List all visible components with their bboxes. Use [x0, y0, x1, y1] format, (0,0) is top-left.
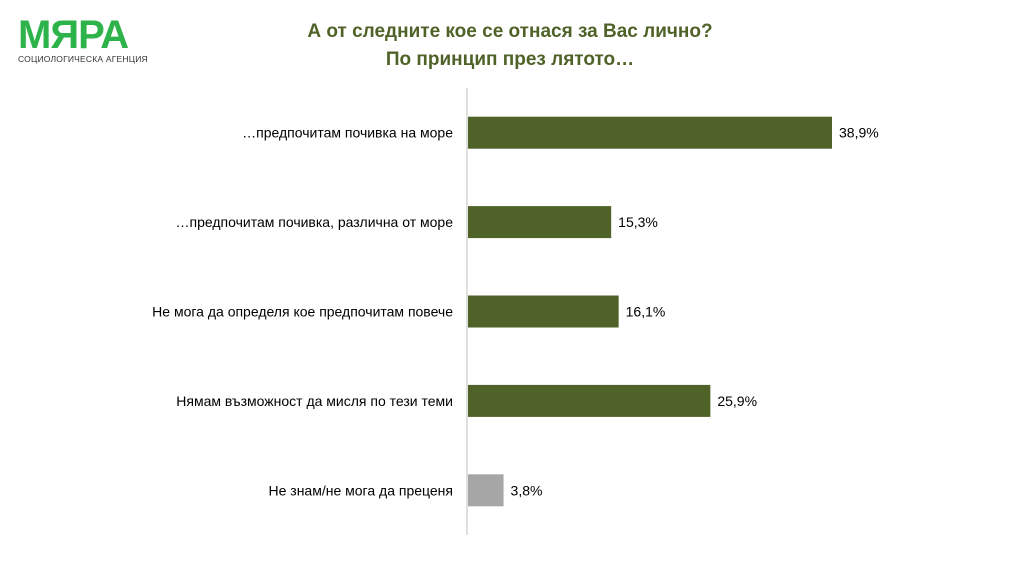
- chart-title-block: А от следните кое се отнася за Вас лично…: [200, 18, 820, 74]
- value-label-2: 15,3%: [618, 214, 658, 230]
- value-label-5: 3,8%: [511, 482, 543, 498]
- bar-1: [468, 116, 832, 149]
- category-label-3: Не мога да определя кое предпочитам пове…: [152, 304, 453, 320]
- category-label-1: …предпочитам почивка на море: [242, 125, 453, 141]
- value-label-4: 25,9%: [717, 393, 757, 409]
- logo-tagline: СОЦИОЛОГИЧЕСКА АГЕНЦИЯ: [18, 54, 148, 64]
- chart-subtitle: По принцип през лятото…: [385, 49, 635, 70]
- logo-wordmark: МЯРА: [18, 13, 129, 57]
- category-label-2: …предпочитам почивка, различна от море: [176, 214, 454, 230]
- category-label-4: Нямам възможност да мисля по тези теми: [176, 393, 453, 409]
- bar-5: [468, 474, 504, 507]
- value-label-1: 38,9%: [839, 125, 879, 141]
- bar-4: [468, 384, 711, 417]
- bar-3: [468, 295, 619, 328]
- bar-2: [468, 206, 612, 239]
- category-label-5: Не знам/не мога да преценя: [269, 482, 454, 498]
- value-label-3: 16,1%: [626, 304, 666, 320]
- chart-title: А от следните кое се отнася за Вас лично…: [307, 21, 713, 42]
- agency-logo: МЯРА СОЦИОЛОГИЧЕСКА АГЕНЦИЯ: [18, 13, 148, 64]
